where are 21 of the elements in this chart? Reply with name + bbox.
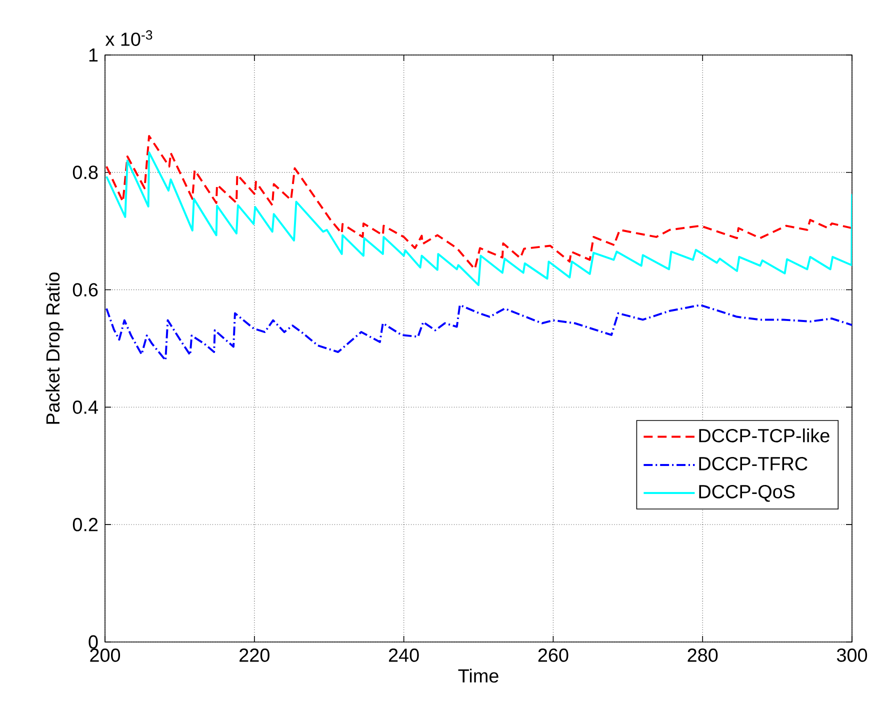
y-tick-label: 1 xyxy=(89,48,98,62)
legend-label: DCCP-TFRC xyxy=(699,456,808,470)
y-tick-label: 0.6 xyxy=(72,283,98,296)
x-tick-label: 240 xyxy=(388,648,419,662)
legend-label: DCCP-TCP-like xyxy=(699,428,830,442)
y-tick-label: 0.2 xyxy=(72,518,98,532)
x-tick-label: 300 xyxy=(836,648,868,662)
y-tick-label: 0 xyxy=(88,635,98,649)
x-tick-label: 260 xyxy=(538,648,568,662)
legend-label: DCCP-QoS xyxy=(699,484,795,502)
y-axis-title: Packet Drop Ratio xyxy=(46,272,64,424)
line-series xyxy=(106,134,852,270)
x-tick-label: 220 xyxy=(240,648,270,662)
x-tick-label: 200 xyxy=(90,648,120,662)
x-tick-label: 280 xyxy=(688,648,718,662)
line-series xyxy=(106,304,852,362)
x-axis-title: Time xyxy=(458,668,498,683)
y-tick-label: 0.8 xyxy=(72,166,98,180)
text: x 10$^{-3}$ xyxy=(105,30,152,46)
line-series xyxy=(106,151,852,286)
y-tick-label: 0.4 xyxy=(72,400,98,414)
